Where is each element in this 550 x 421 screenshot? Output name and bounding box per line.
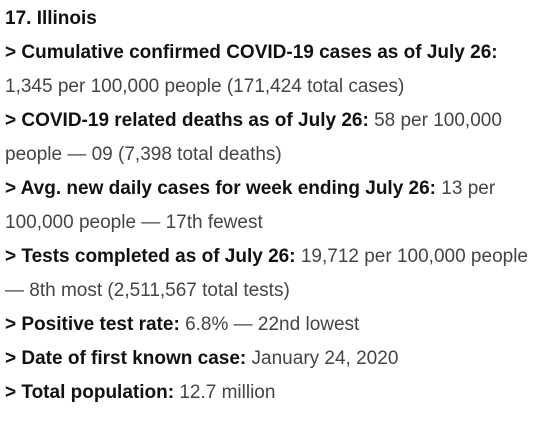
article-body: 17. Illinois > Cumulative confirmed COVI…: [5, 5, 545, 410]
stat-cumulative-cases: > Cumulative confirmed COVID-19 cases as…: [5, 36, 545, 104]
stat-label: > Date of first known case:: [5, 348, 247, 369]
stat-value: 58 per 100,000 people — 09 (7,398 total …: [5, 110, 502, 165]
stat-population: > Total population: 12.7 million: [5, 376, 545, 410]
stat-label: > Avg. new daily cases for week ending J…: [5, 178, 437, 199]
stat-tests-completed: > Tests completed as of July 26: 19,712 …: [5, 240, 545, 308]
stat-deaths: > COVID-19 related deaths as of July 26:…: [5, 104, 545, 172]
stat-value: January 24, 2020: [251, 348, 399, 369]
stat-first-case: > Date of first known case: January 24, …: [5, 342, 545, 376]
stat-label: > Positive test rate:: [5, 314, 180, 335]
stat-label: > Tests completed as of July 26:: [5, 246, 296, 267]
stat-positive-rate: > Positive test rate: 6.8% — 22nd lowest: [5, 308, 545, 342]
stat-value: 12.7 million: [179, 382, 276, 403]
stat-label: > COVID-19 related deaths as of July 26:: [5, 110, 369, 131]
state-heading: 17. Illinois: [5, 8, 97, 29]
stat-value: 19,712 per 100,000 people — 8th most (2,…: [5, 246, 528, 301]
stat-label: > Total population:: [5, 382, 175, 403]
stat-value: 6.8% — 22nd lowest: [185, 314, 360, 335]
stat-value: 13 per 100,000 people — 17th fewest: [5, 178, 496, 233]
stat-avg-daily-cases: > Avg. new daily cases for week ending J…: [5, 172, 545, 240]
stat-value: 1,345 per 100,000 people (171,424 total …: [5, 76, 405, 97]
stat-label: > Cumulative confirmed COVID-19 cases as…: [5, 42, 498, 63]
